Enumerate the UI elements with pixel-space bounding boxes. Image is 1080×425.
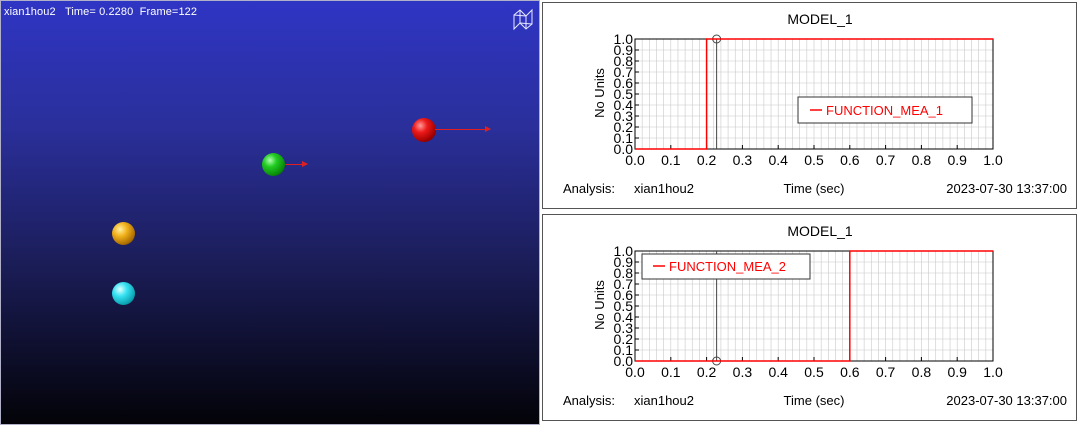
chart-2-xlabel: Time (sec) — [784, 393, 845, 408]
chart-2-xtick-label: 0.8 — [912, 364, 932, 380]
red-ball-velocity-vector — [435, 126, 491, 132]
chart-2-svg: MODEL_1 0.00.10.20.30.40.50.60.70.80.91.… — [563, 223, 1067, 408]
chart-1-legend-label: FUNCTION_MEA_1 — [826, 103, 943, 118]
green-ball-velocity-vector — [285, 161, 308, 167]
chart-1-ytick-label: 0.4 — [614, 97, 634, 113]
chart-2-ytick-label: 0.2 — [614, 331, 634, 347]
chart-1-xtick-label: 0.2 — [697, 152, 717, 168]
chart-1-ytick-label: 0.5 — [614, 86, 634, 102]
orange-ball[interactable] — [112, 222, 135, 245]
chart-1-ytick-label: 0.0 — [614, 141, 634, 157]
chart-1-legend[interactable]: FUNCTION_MEA_1 — [797, 96, 973, 124]
green-ball[interactable] — [262, 153, 285, 176]
chart-1-xtick-label: 0.6 — [840, 152, 860, 168]
chart-2-series-function-mea-2 — [635, 250, 993, 362]
chart-1-timestamp: 2023-07-30 13:37:00 — [946, 181, 1067, 196]
chart-2-xtick-label: 0.0 — [625, 364, 645, 380]
chart-1-grid — [635, 39, 993, 149]
chart-1-analysis-name: xian1hou2 — [634, 181, 694, 196]
chart-2-xtick-label: 0.7 — [876, 364, 896, 380]
animation-viewport[interactable]: xian1hou2 Time= 0.2280 Frame=122 — [0, 0, 540, 425]
chart-1-ytick-label: 0.7 — [614, 64, 634, 80]
chart-2-xtick-label: 0.5 — [804, 364, 824, 380]
chart-2-ytick-label: 1.0 — [614, 243, 634, 259]
model-name: xian1hou2 — [4, 6, 56, 18]
chart-2-ytick-label: 0.9 — [614, 254, 634, 270]
chart-2-ytick-label: 0.0 — [614, 353, 634, 369]
chart-1-ytick-label: 0.3 — [614, 108, 634, 124]
chart-1-xtick-label: 0.8 — [912, 152, 932, 168]
view-triad-icon[interactable] — [511, 7, 535, 31]
chart-2-title: MODEL_1 — [787, 223, 853, 239]
chart-2-xtick-label: 1.0 — [983, 364, 1003, 380]
chart-1-series-function-mea-1 — [635, 38, 993, 150]
chart-2-xtick-label: 0.2 — [697, 364, 717, 380]
chart-1-ytick-label: 0.8 — [614, 53, 634, 69]
plot-function-mea-1[interactable]: MODEL_1 0.0 0.1 0.2 0.3 0.4 0.5 0.6 0.7 0.8 0.9 1.… — [542, 2, 1077, 209]
chart-1-xtick-label: 0.9 — [947, 152, 967, 168]
chart-2-analysis-name: xian1hou2 — [634, 393, 694, 408]
chart-1-xtick-label: 0.1 — [661, 152, 681, 168]
chart-2-ytick-label: 0.3 — [614, 320, 634, 336]
time-label: Time= — [64, 6, 96, 18]
chart-1-ytick-label: 0.2 — [614, 119, 634, 135]
frame-value: 122 — [178, 6, 198, 18]
chart-2-ytick-label: 0.8 — [614, 265, 634, 281]
chart-1-svg: MODEL_1 0.00.10.20.30.40.50.60.70.80.91.… — [563, 11, 1067, 196]
chart-1-xtick-label: 0.3 — [733, 152, 753, 168]
chart-2-ytick-label: 0.4 — [614, 309, 634, 325]
chart-2-timestamp: 2023-07-30 13:37:00 — [946, 393, 1067, 408]
chart-2-analysis-label: Analysis: — [563, 393, 615, 408]
plot-function-mea-2[interactable]: MODEL_1 0.0 0.1 0.2 0.3 0.4 0.5 0.6 0.7 0.8 0.9 1.… — [542, 214, 1077, 421]
chart-2-grid — [635, 251, 993, 361]
chart-1-ytick-label: 0.1 — [614, 130, 634, 146]
red-ball[interactable] — [412, 118, 436, 142]
chart-2-ytick-label: 0.5 — [614, 298, 634, 314]
chart-2-ytick-label: 0.7 — [614, 276, 634, 292]
chart-2-ytick-label: 0.1 — [614, 342, 634, 358]
chart-2-xtick-label: 0.1 — [661, 364, 681, 380]
chart-1-xtick-label: 0.7 — [876, 152, 896, 168]
chart-2-xtick-label: 0.4 — [768, 364, 788, 380]
chart-1-xtick-label: 0.5 — [804, 152, 824, 168]
chart-2-xtick-label: 0.9 — [947, 364, 967, 380]
chart-2-ylabel: No Units — [592, 280, 607, 330]
chart-1-xlabel: Time (sec) — [784, 181, 845, 196]
chart-2-xtick-label: 0.6 — [840, 364, 860, 380]
cyan-ball[interactable] — [112, 282, 135, 305]
chart-1-ytick-label: 0.6 — [614, 75, 634, 91]
chart-2-legend[interactable]: FUNCTION_MEA_2 — [641, 253, 811, 280]
time-value: 0.2280 — [99, 6, 134, 18]
animation-status: xian1hou2 Time= 0.2280 Frame=122 — [4, 6, 197, 18]
chart-2-ytick-label: 0.6 — [614, 287, 634, 303]
chart-1-ytick-label: 1.0 — [614, 31, 634, 47]
chart-1-xtick-label: 0.0 — [625, 152, 645, 168]
chart-2-xtick-label: 0.3 — [733, 364, 753, 380]
frame-label: Frame= — [139, 6, 179, 18]
chart-1-ylabel: No Units — [592, 68, 607, 118]
chart-1-ytick-label: 0.9 — [614, 42, 634, 58]
chart-1-xtick-label: 1.0 — [983, 152, 1003, 168]
chart-1-title: MODEL_1 — [787, 11, 853, 27]
chart-1-xtick-label: 0.4 — [768, 152, 788, 168]
chart-2-legend-label: FUNCTION_MEA_2 — [669, 259, 786, 274]
chart-1-analysis-label: Analysis: — [563, 181, 615, 196]
